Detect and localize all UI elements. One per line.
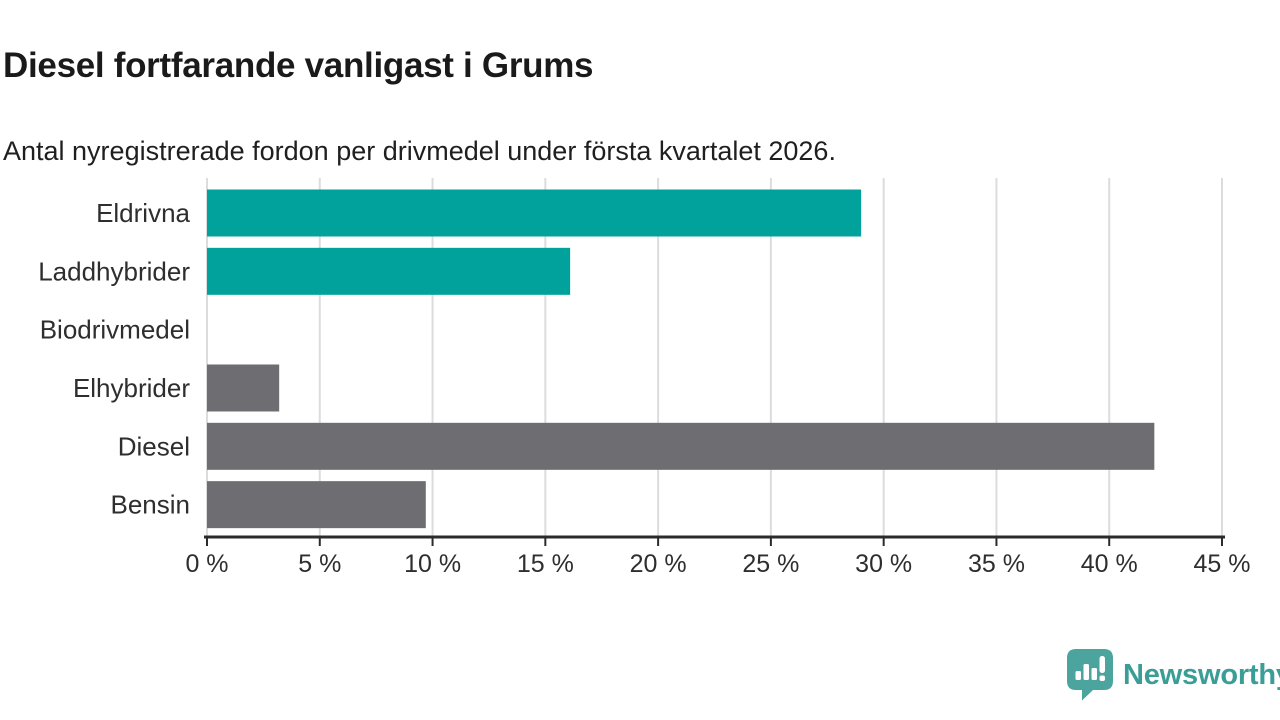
x-tick-label: 40 %	[1081, 550, 1138, 578]
category-label: Biodrivmedel	[40, 315, 190, 345]
page-subtitle: Antal nyregistrerade fordon per drivmede…	[3, 136, 836, 166]
newsworthy-logo: Newsworthy	[1066, 649, 1280, 701]
page-title: Diesel fortfarande vanligast i Grums	[3, 46, 594, 86]
bar-bensin	[207, 481, 426, 529]
category-label: Elhybrider	[73, 373, 190, 403]
x-tick-label: 10 %	[404, 550, 461, 578]
x-tick-label: 25 %	[742, 550, 799, 578]
newsworthy-logo-icon	[1067, 649, 1113, 701]
category-label: Bensin	[111, 490, 191, 520]
x-tick-label: 15 %	[517, 550, 574, 578]
category-label: Eldrivna	[96, 198, 190, 228]
bar-diesel	[207, 422, 1155, 470]
x-tick-label: 5 %	[298, 550, 341, 578]
x-tick-label: 0 %	[185, 550, 228, 578]
newsworthy-logo-text: Newsworthy	[1123, 658, 1280, 691]
category-label: Diesel	[118, 431, 190, 461]
x-tick-label: 35 %	[968, 550, 1025, 578]
category-label: Laddhybrider	[38, 256, 190, 286]
bar-elhybrider	[207, 364, 280, 412]
bar-laddhybrider	[207, 247, 571, 295]
x-tick-label: 45 %	[1194, 550, 1251, 578]
x-tick-label: 30 %	[855, 550, 912, 578]
bar-eldrivna	[207, 189, 862, 237]
x-tick-label: 20 %	[630, 550, 687, 578]
bar-chart: Eldrivna Laddhybrider Biodrivmedel Elhybrid…	[38, 178, 1251, 578]
